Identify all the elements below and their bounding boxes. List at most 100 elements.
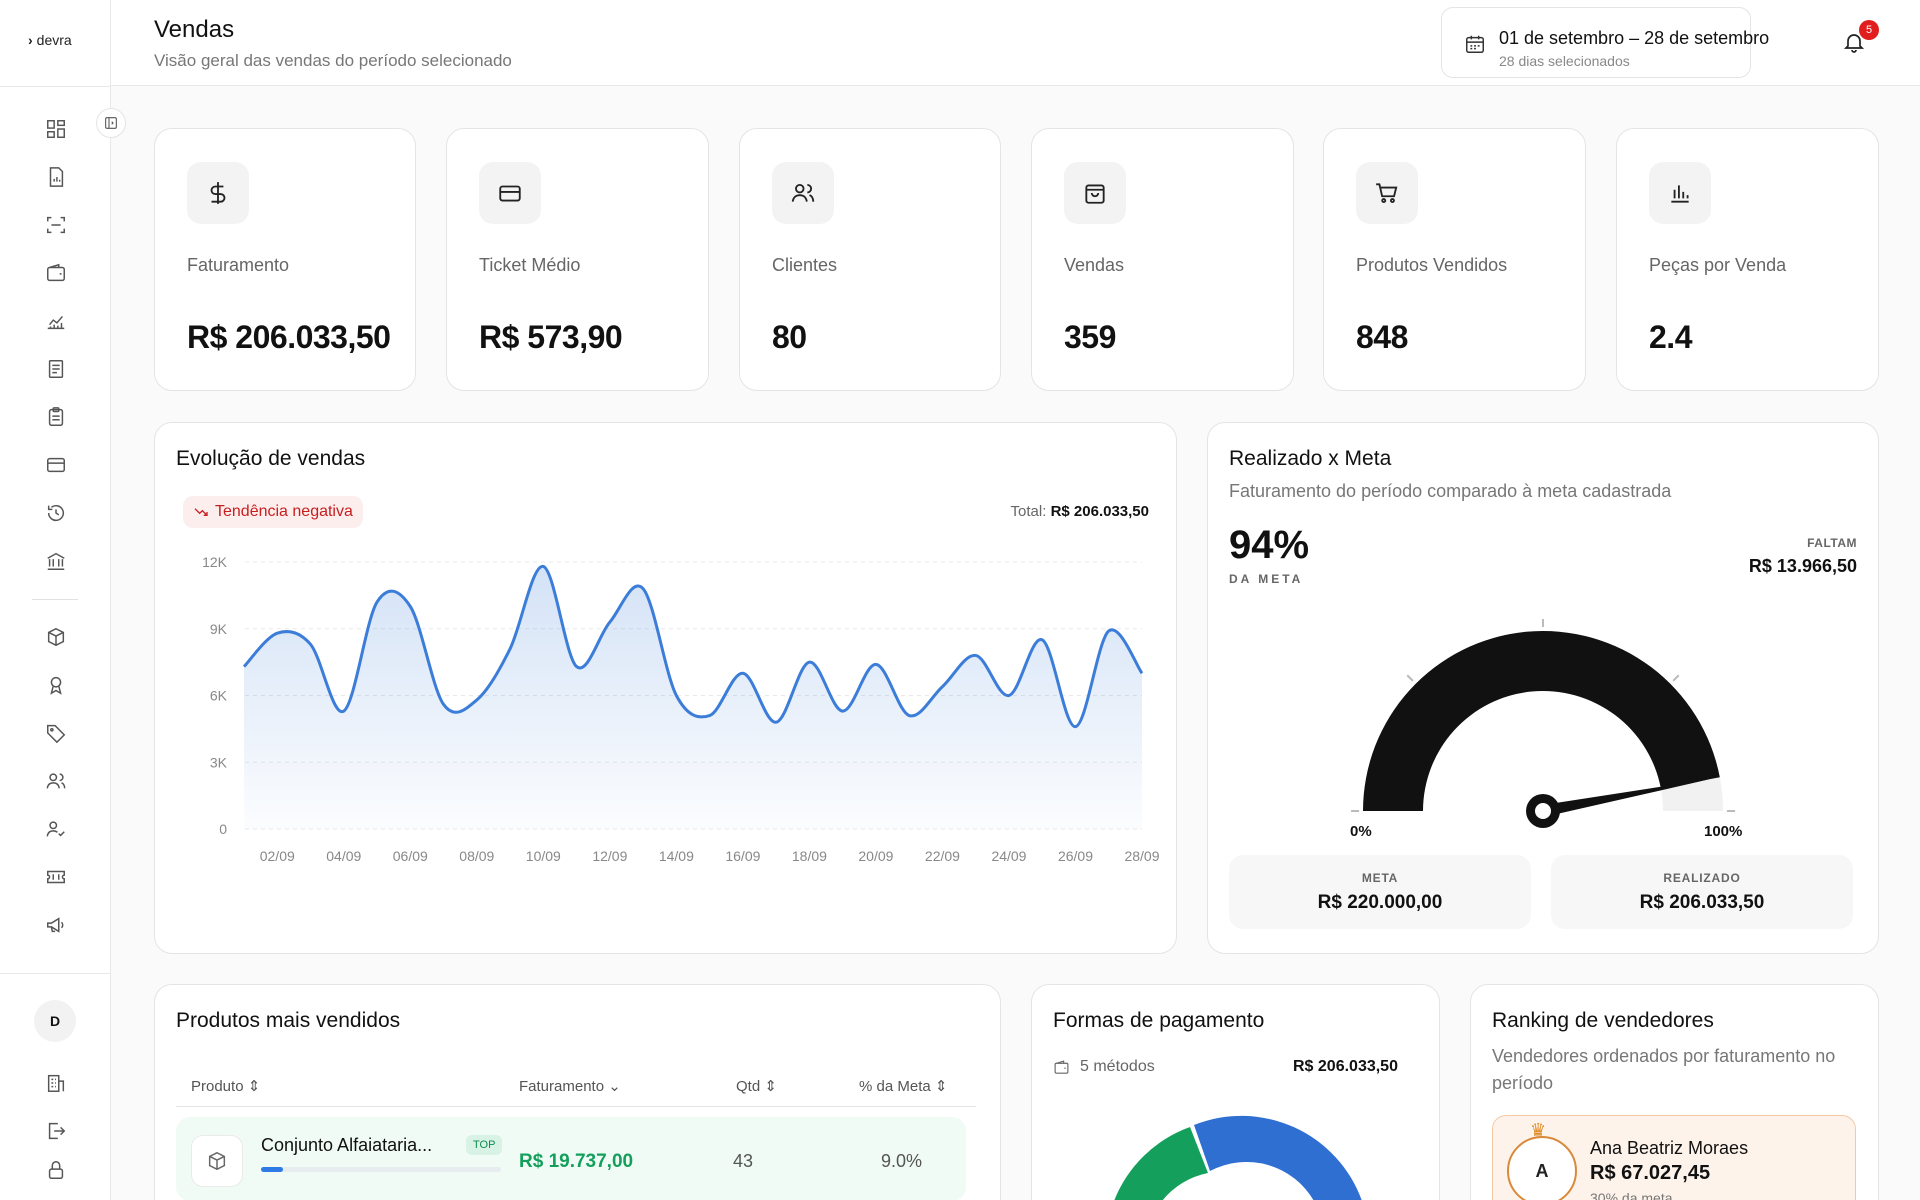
- product-revenue: R$ 19.737,00: [519, 1151, 634, 1172]
- box-icon: [47, 627, 65, 647]
- clipboard-icon: [48, 407, 64, 426]
- column-label: Produto: [191, 1078, 244, 1095]
- x-tick-label: 08/09: [459, 848, 494, 864]
- bank-icon: [47, 552, 65, 570]
- column-faturamento[interactable]: Faturamento ⌄: [519, 1077, 621, 1095]
- sidebar-item-customers[interactable]: [42, 767, 70, 795]
- ranking-item-1[interactable]: A ♛ Ana Beatriz Moraes R$ 67.027,45 30% …: [1492, 1115, 1856, 1200]
- kpi-value: 80: [772, 319, 807, 355]
- building-icon: [47, 1074, 65, 1092]
- sidebar-item-company[interactable]: [42, 1069, 70, 1097]
- realizado-value: R$ 206.033,50: [1639, 892, 1765, 913]
- report-icon: [49, 167, 64, 187]
- sidebar-item-lock[interactable]: [42, 1156, 70, 1184]
- payments-total: R$ 206.033,50: [1293, 1058, 1398, 1075]
- x-tick-label: 18/09: [792, 848, 827, 864]
- card-title: Produtos mais vendidos: [176, 1009, 401, 1032]
- sidebar-item-sales[interactable]: [42, 307, 70, 335]
- sidebar-item-wallet[interactable]: [42, 259, 70, 287]
- date-range-text: 01 de setembro – 28 de setembro: [1499, 28, 1770, 48]
- top-badge: TOP: [466, 1135, 503, 1155]
- sales-evolution-card: Evolução de vendas Tendência negativa To…: [154, 422, 1177, 954]
- product-meta-pct: 9.0%: [881, 1151, 923, 1171]
- chart-total: Total: R$ 206.033,50: [1011, 503, 1149, 520]
- remaining-label: FALTAM: [1807, 536, 1857, 550]
- seller-avatar: A: [1507, 1136, 1577, 1200]
- kpi-card-faturamento: Faturamento R$ 206.033,50: [154, 128, 416, 391]
- product-progress-fill: [261, 1167, 283, 1172]
- product-qty: 43: [733, 1151, 754, 1171]
- top-products-card: Produtos mais vendidos Produto ⇕ Faturam…: [154, 984, 1001, 1200]
- card-title: Evolução de vendas: [176, 447, 366, 470]
- total-value: R$ 206.033,50: [1050, 503, 1149, 520]
- user-check-icon: [46, 821, 65, 837]
- sidebar-item-cards[interactable]: [42, 451, 70, 479]
- goal-gauge: [1351, 619, 1735, 828]
- crown-icon: ♛: [1530, 1120, 1547, 1140]
- wallet-icon: [1054, 1059, 1069, 1074]
- x-tick-label: 22/09: [925, 848, 960, 864]
- trend-text: Tendência negativa: [215, 503, 353, 520]
- box-icon: [191, 1135, 243, 1187]
- x-tick-label: 06/09: [393, 848, 428, 864]
- sidebar-item-marketing[interactable]: [42, 911, 70, 939]
- sidebar-item-products[interactable]: [42, 623, 70, 651]
- table-row[interactable]: Conjunto Alfaiataria... TOP R$ 19.737,00…: [176, 1117, 966, 1200]
- goal-percent: 94%: [1229, 523, 1310, 567]
- kpi-label: Clientes: [772, 255, 838, 275]
- kpi-value: R$ 206.033,50: [187, 319, 391, 355]
- sidebar-item-awards[interactable]: [42, 671, 70, 699]
- sidebar-toggle-button[interactable]: [96, 108, 126, 138]
- realizado-label: REALIZADO: [1663, 871, 1741, 885]
- trending-down-icon: [194, 508, 208, 516]
- document-icon: [48, 360, 64, 378]
- kpi-card-clientes: Clientes 80: [739, 128, 1001, 391]
- sellers-ranking-card: Ranking de vendedores Vendedores ordenad…: [1470, 984, 1879, 1200]
- kpi-card-pecas-por-venda: Peças por Venda 2.4: [1616, 128, 1879, 391]
- gauge-needle: [1541, 779, 1710, 817]
- brand-logo[interactable]: › devra: [28, 32, 72, 48]
- sidebar-item-dashboard[interactable]: [42, 115, 70, 143]
- notifications-button[interactable]: [1842, 30, 1868, 56]
- history-icon: [47, 504, 64, 522]
- sidebar: › devra: [0, 0, 111, 1200]
- sidebar-item-tags[interactable]: [42, 719, 70, 747]
- sidebar-item-bank[interactable]: [42, 547, 70, 575]
- date-range-picker[interactable]: 01 de setembro – 28 de setembro 28 dias …: [1441, 7, 1769, 78]
- sidebar-item-tickets[interactable]: [42, 863, 70, 891]
- meta-label: META: [1361, 871, 1399, 885]
- y-tick-label: 9K: [210, 621, 228, 637]
- sidebar-item-history[interactable]: [42, 499, 70, 527]
- card-title: Ranking de vendedores: [1492, 1009, 1714, 1032]
- sidebar-item-reports[interactable]: [42, 163, 70, 191]
- goal-card: Realizado x Meta Faturamento do período …: [1207, 422, 1879, 954]
- page-subtitle: Visão geral das vendas do período seleci…: [154, 51, 512, 70]
- kpi-label: Vendas: [1064, 255, 1125, 275]
- wallet-icon: [47, 263, 65, 282]
- column-qtd[interactable]: Qtd ⇕: [736, 1077, 777, 1095]
- column-meta[interactable]: % da Meta ⇕: [859, 1077, 947, 1095]
- chart-line-icon: [47, 315, 65, 330]
- gauge-hub-center: [1535, 803, 1551, 819]
- sidebar-item-documents[interactable]: [42, 355, 70, 383]
- dashboard-icon: [47, 120, 65, 138]
- card-icon: [47, 457, 65, 473]
- column-produto[interactable]: Produto ⇕: [191, 1077, 260, 1095]
- users-icon: [46, 773, 66, 789]
- trend-badge: Tendência negativa: [183, 496, 363, 528]
- sidebar-item-scan[interactable]: [42, 211, 70, 239]
- kpi-card-vendas: Vendas 359: [1031, 128, 1294, 391]
- kpi-card-ticket-medio: Ticket Médio R$ 573,90: [446, 128, 709, 391]
- sidebar-item-sellers[interactable]: [42, 815, 70, 843]
- gauge-fill: [1363, 631, 1720, 811]
- gauge-tick: [1672, 674, 1680, 682]
- brand-name: devra: [36, 32, 72, 48]
- donut-slice-green: [1114, 1127, 1208, 1200]
- sidebar-item-logout[interactable]: [42, 1117, 70, 1145]
- y-tick-label: 3K: [210, 754, 228, 770]
- user-avatar[interactable]: D: [34, 1000, 76, 1042]
- sidebar-item-clipboard[interactable]: [42, 403, 70, 431]
- donut-slice-blue: [1194, 1115, 1362, 1200]
- seller-revenue: R$ 67.027,45: [1590, 1162, 1711, 1184]
- gauge-max-label: 100%: [1704, 823, 1743, 840]
